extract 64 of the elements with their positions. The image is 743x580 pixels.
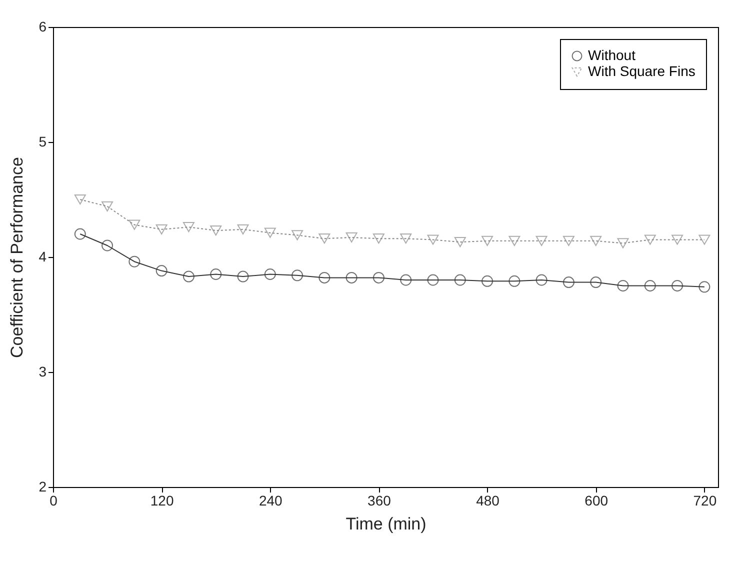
point (264, 268, 276, 280)
point (102, 240, 114, 252)
point (562, 276, 574, 288)
point (400, 274, 412, 286)
point (508, 275, 520, 287)
point (237, 270, 249, 282)
point (617, 238, 629, 248)
point (102, 201, 114, 212)
y-tick-label: 3 (38, 364, 47, 380)
point (536, 236, 548, 246)
x-axis-title: Time (min) (346, 514, 426, 534)
x-tick-label: 480 (476, 492, 500, 508)
point (264, 228, 276, 238)
y-tick-label: 5 (38, 134, 47, 150)
x-tick-label: 360 (368, 492, 392, 508)
x-tick-label: 0 (50, 492, 58, 508)
y-tick-label: 4 (38, 248, 47, 264)
y-tick-label: 6 (38, 18, 47, 34)
point (644, 280, 656, 292)
point (562, 236, 574, 246)
point (427, 274, 439, 286)
point (454, 274, 466, 286)
point (210, 268, 222, 280)
point (454, 237, 466, 248)
point (128, 256, 140, 268)
point (672, 280, 684, 292)
x-tick-label: 120 (150, 492, 174, 508)
point (292, 230, 304, 240)
point (128, 220, 140, 230)
point (698, 234, 710, 245)
point (318, 272, 330, 284)
point (536, 274, 548, 286)
point (318, 234, 330, 244)
point (182, 270, 194, 282)
point (182, 222, 194, 232)
point (74, 194, 86, 205)
point (346, 272, 358, 284)
point (292, 270, 304, 282)
point (210, 226, 222, 236)
x-tick-label: 240 (258, 492, 283, 508)
point (482, 236, 494, 246)
point (427, 234, 439, 245)
point (590, 276, 602, 288)
point (156, 265, 168, 277)
y-tick-label: 2 (38, 478, 47, 494)
point (482, 275, 494, 287)
point (400, 234, 412, 244)
point (672, 234, 684, 245)
point (372, 234, 384, 244)
point (508, 236, 520, 246)
y-axis-title: Coefficient of Performance (8, 157, 27, 358)
x-tick-label: 720 (693, 492, 717, 508)
point (590, 236, 602, 246)
point (698, 281, 710, 293)
point (644, 234, 656, 245)
point (372, 272, 384, 284)
point (74, 228, 86, 240)
point (346, 232, 358, 242)
legend-label: Without (588, 47, 636, 63)
point (237, 224, 249, 234)
point (156, 224, 168, 234)
point (617, 280, 629, 292)
x-tick-label: 600 (584, 492, 608, 508)
legend-label: With Square Fins (588, 63, 696, 79)
